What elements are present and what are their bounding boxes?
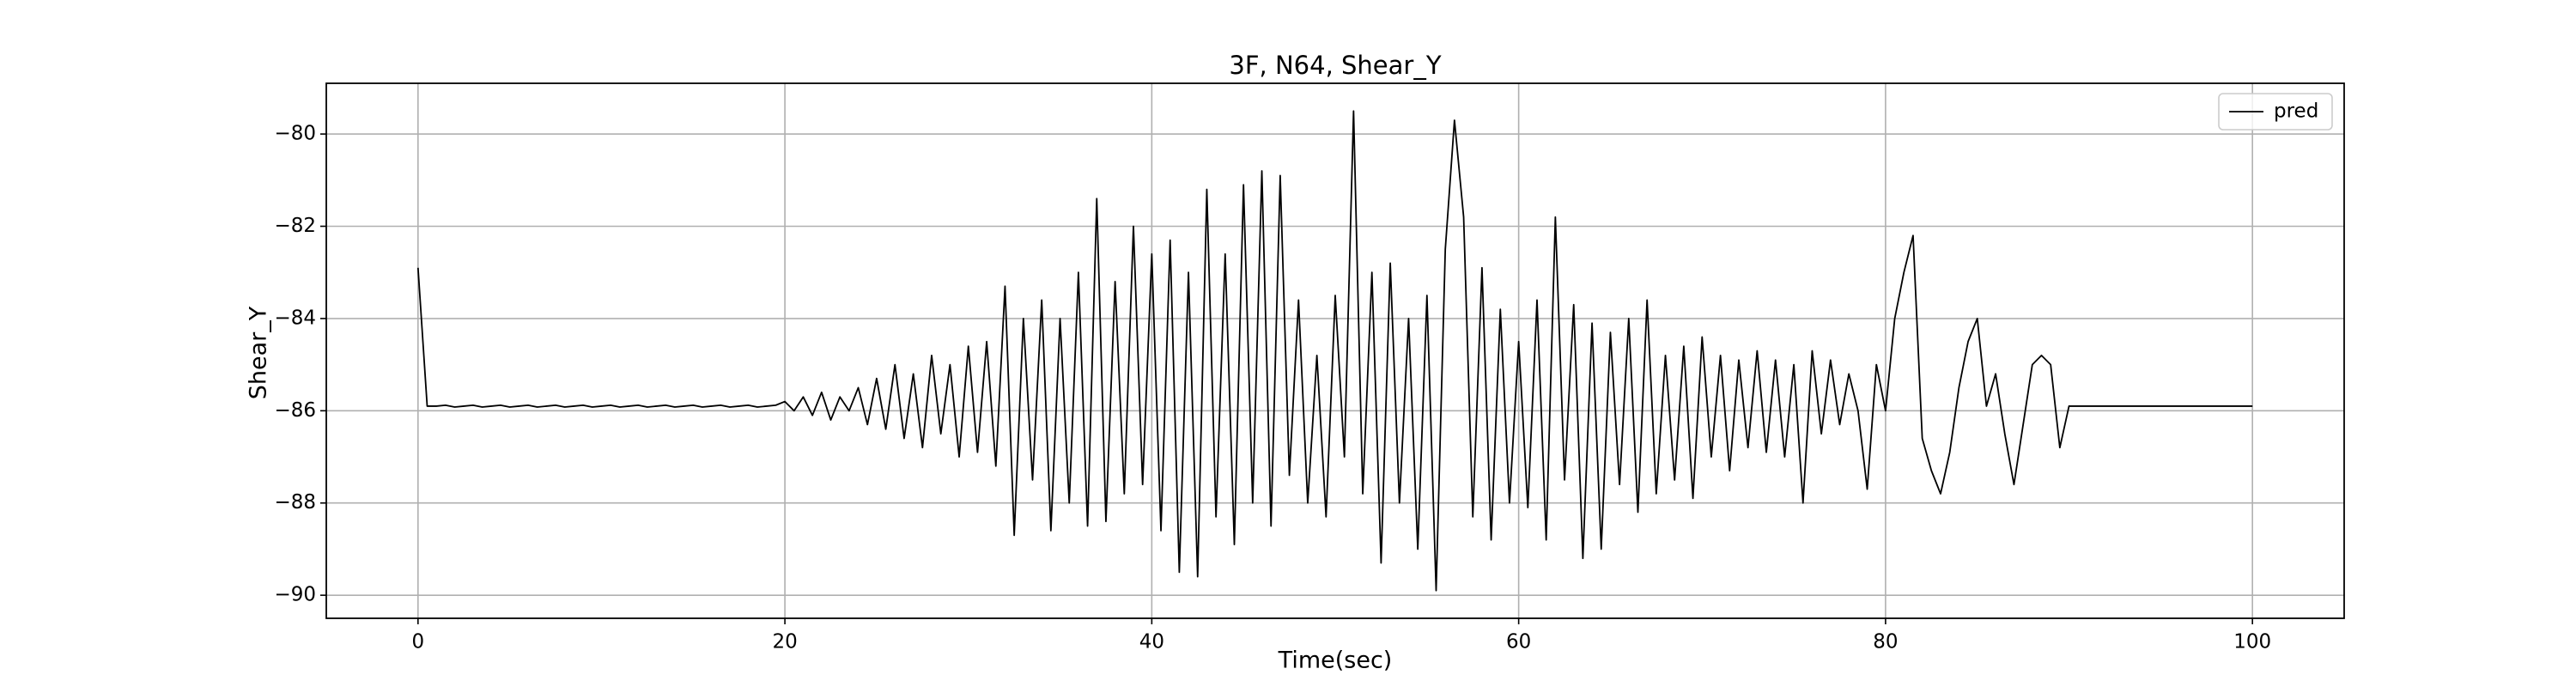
y-tick-label: −90: [274, 584, 316, 606]
y-tick-label: −86: [274, 399, 316, 422]
y-tick-label: −80: [274, 123, 316, 145]
legend-box: [2218, 93, 2333, 131]
y-tick-label: −88: [274, 491, 316, 514]
chart-title: 3F, N64, Shear_Y: [1229, 51, 1441, 80]
x-tick-label: 20: [772, 631, 797, 654]
x-axis-label: Time(sec): [1278, 647, 1393, 674]
y-tick-label: −84: [274, 307, 316, 329]
x-tick-label: 0: [411, 631, 424, 654]
y-tick-label: −82: [274, 215, 316, 237]
legend-label: pred: [2274, 100, 2318, 123]
x-tick-label: 40: [1139, 631, 1164, 654]
plot-frame: [325, 82, 2345, 619]
x-tick-label: 60: [1506, 631, 1531, 654]
data-line: [416, 110, 2253, 592]
x-tick-label: 80: [1873, 631, 1898, 654]
y-axis-label: Shear_Y: [246, 306, 272, 399]
x-tick-label: 100: [2233, 631, 2271, 654]
